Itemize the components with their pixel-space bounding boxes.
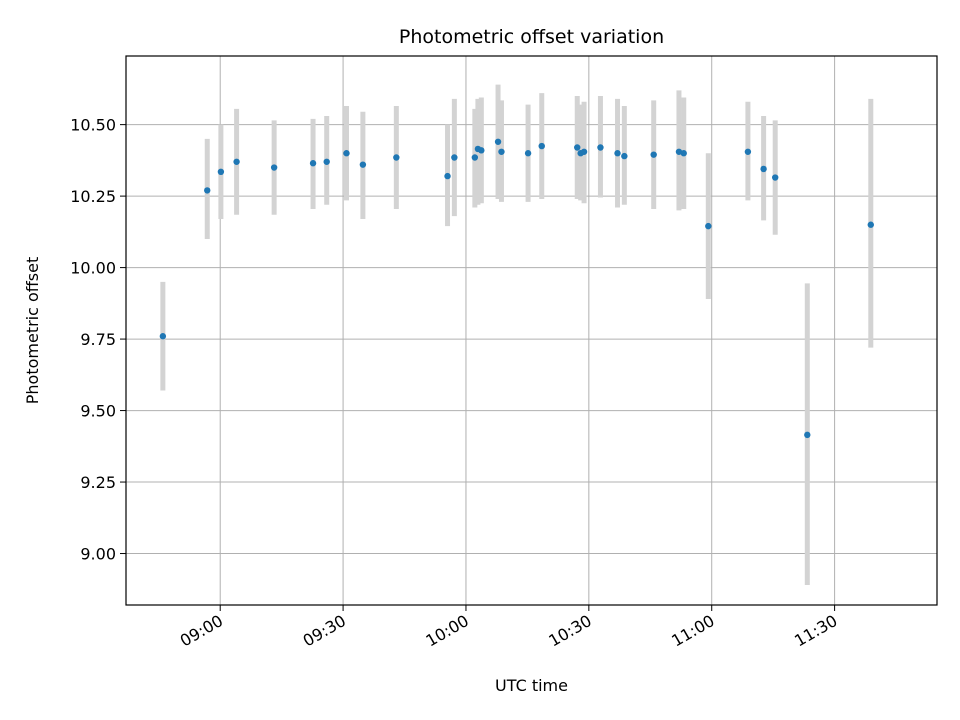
data-point: [359, 161, 367, 168]
data-point: [159, 333, 167, 340]
data-point: [233, 158, 240, 165]
data-point: [444, 172, 451, 180]
data-point: [867, 221, 874, 228]
grid: [126, 56, 937, 605]
plot-frame: [125, 55, 938, 606]
y-axis-label: Photometric offset: [23, 257, 42, 405]
data-point: [580, 148, 588, 155]
data-point: [621, 152, 628, 160]
x-axis-label: UTC time: [495, 676, 568, 695]
data-points: [159, 138, 874, 439]
data-point: [574, 144, 581, 151]
data-point: [524, 150, 532, 157]
data-point: [772, 174, 779, 181]
data-point: [597, 144, 604, 151]
y-tick-label: 9.00: [80, 545, 116, 564]
data-point: [744, 148, 752, 155]
data-point: [471, 154, 479, 161]
data-point: [270, 164, 278, 171]
data-point: [451, 154, 458, 161]
y-tick-label: 9.25: [80, 473, 116, 492]
data-point: [614, 150, 621, 157]
data-point: [804, 431, 811, 439]
data-point: [680, 150, 687, 157]
y-tick-label: 10.00: [70, 259, 116, 278]
data-point: [393, 154, 400, 161]
data-point: [494, 138, 502, 145]
y-tick-label: 9.50: [80, 402, 116, 421]
data-point: [343, 150, 350, 157]
y-tick-label: 10.25: [70, 187, 116, 206]
data-point: [760, 165, 767, 173]
axis-ticks: 09:00 09:30 10:00 10:30 11:00 11:309.009.259.…: [70, 116, 840, 651]
data-point: [217, 168, 225, 176]
data-point: [650, 151, 657, 158]
y-tick-label: 9.75: [80, 330, 116, 349]
data-point: [538, 142, 545, 150]
data-point: [705, 222, 712, 230]
data-point: [323, 158, 330, 165]
data-point: [204, 187, 211, 194]
data-point: [309, 160, 317, 167]
data-point: [498, 148, 505, 155]
data-point: [478, 147, 485, 154]
chart-title: Photometric offset variation: [399, 26, 664, 48]
y-tick-label: 10.50: [70, 116, 116, 135]
